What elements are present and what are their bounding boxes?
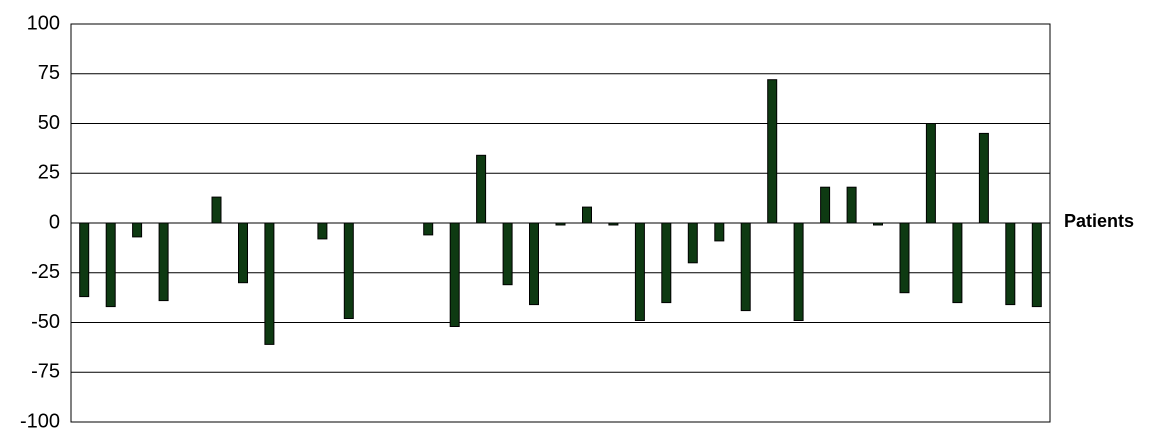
bar-patient-3 (132, 222, 143, 238)
y-tick-label: -100 (20, 410, 60, 430)
bar-patient-32 (899, 222, 910, 294)
bar-patient-21 (608, 222, 619, 226)
bar-patient-7 (238, 222, 248, 284)
y-tick-label: 50 (38, 112, 60, 134)
bar-patient-4 (158, 222, 169, 302)
bar-patient-18 (529, 222, 539, 306)
y-tick-label: 25 (38, 162, 60, 184)
bar-patient-20 (582, 206, 592, 224)
bar-patient-16 (476, 154, 487, 224)
y-tick-label: -50 (31, 311, 60, 333)
bar-patient-36 (1005, 222, 1016, 306)
plot-area-frame (70, 23, 1051, 423)
bar-patient-26 (740, 222, 751, 312)
y-tick-label: 100 (27, 12, 60, 34)
bar-patient-34 (952, 222, 963, 304)
bar-patient-23 (661, 222, 672, 304)
gridlines (71, 73, 1050, 373)
y-tick-label: -25 (31, 261, 60, 283)
bar-patient-14 (423, 222, 434, 236)
bar-patient-15 (449, 222, 460, 327)
bar-patient-8 (264, 222, 275, 345)
bar-patient-29 (820, 186, 831, 224)
bar-patient-6 (211, 196, 222, 224)
bar-patient-37 (1031, 222, 1042, 308)
bar-patient-33 (925, 123, 936, 224)
bar-patient-17 (502, 222, 513, 286)
y-tick-label: 75 (38, 62, 60, 84)
bar-patient-31 (873, 222, 883, 226)
bar-patient-28 (793, 222, 804, 321)
bar-patient-2 (105, 222, 116, 308)
bar-patient-19 (555, 222, 566, 226)
bar-patient-30 (846, 186, 857, 224)
bar-patient-11 (343, 222, 354, 319)
bar-patient-35 (978, 132, 989, 224)
y-tick-label: -75 (31, 361, 60, 383)
bar-patient-22 (634, 222, 645, 321)
y-tick-labels: 100 75 50 25 0 -25 -50 -75 -100 (20, 12, 60, 430)
bars (79, 79, 1042, 345)
x-axis-label: Patients (1064, 211, 1135, 231)
y-tick-label: 0 (49, 211, 60, 233)
bar-patient-10 (317, 222, 328, 240)
bar-patient-25 (714, 222, 725, 242)
bar-patient-1 (79, 222, 90, 298)
bar-patient-27 (767, 79, 778, 224)
bar-patient-24 (687, 222, 698, 264)
